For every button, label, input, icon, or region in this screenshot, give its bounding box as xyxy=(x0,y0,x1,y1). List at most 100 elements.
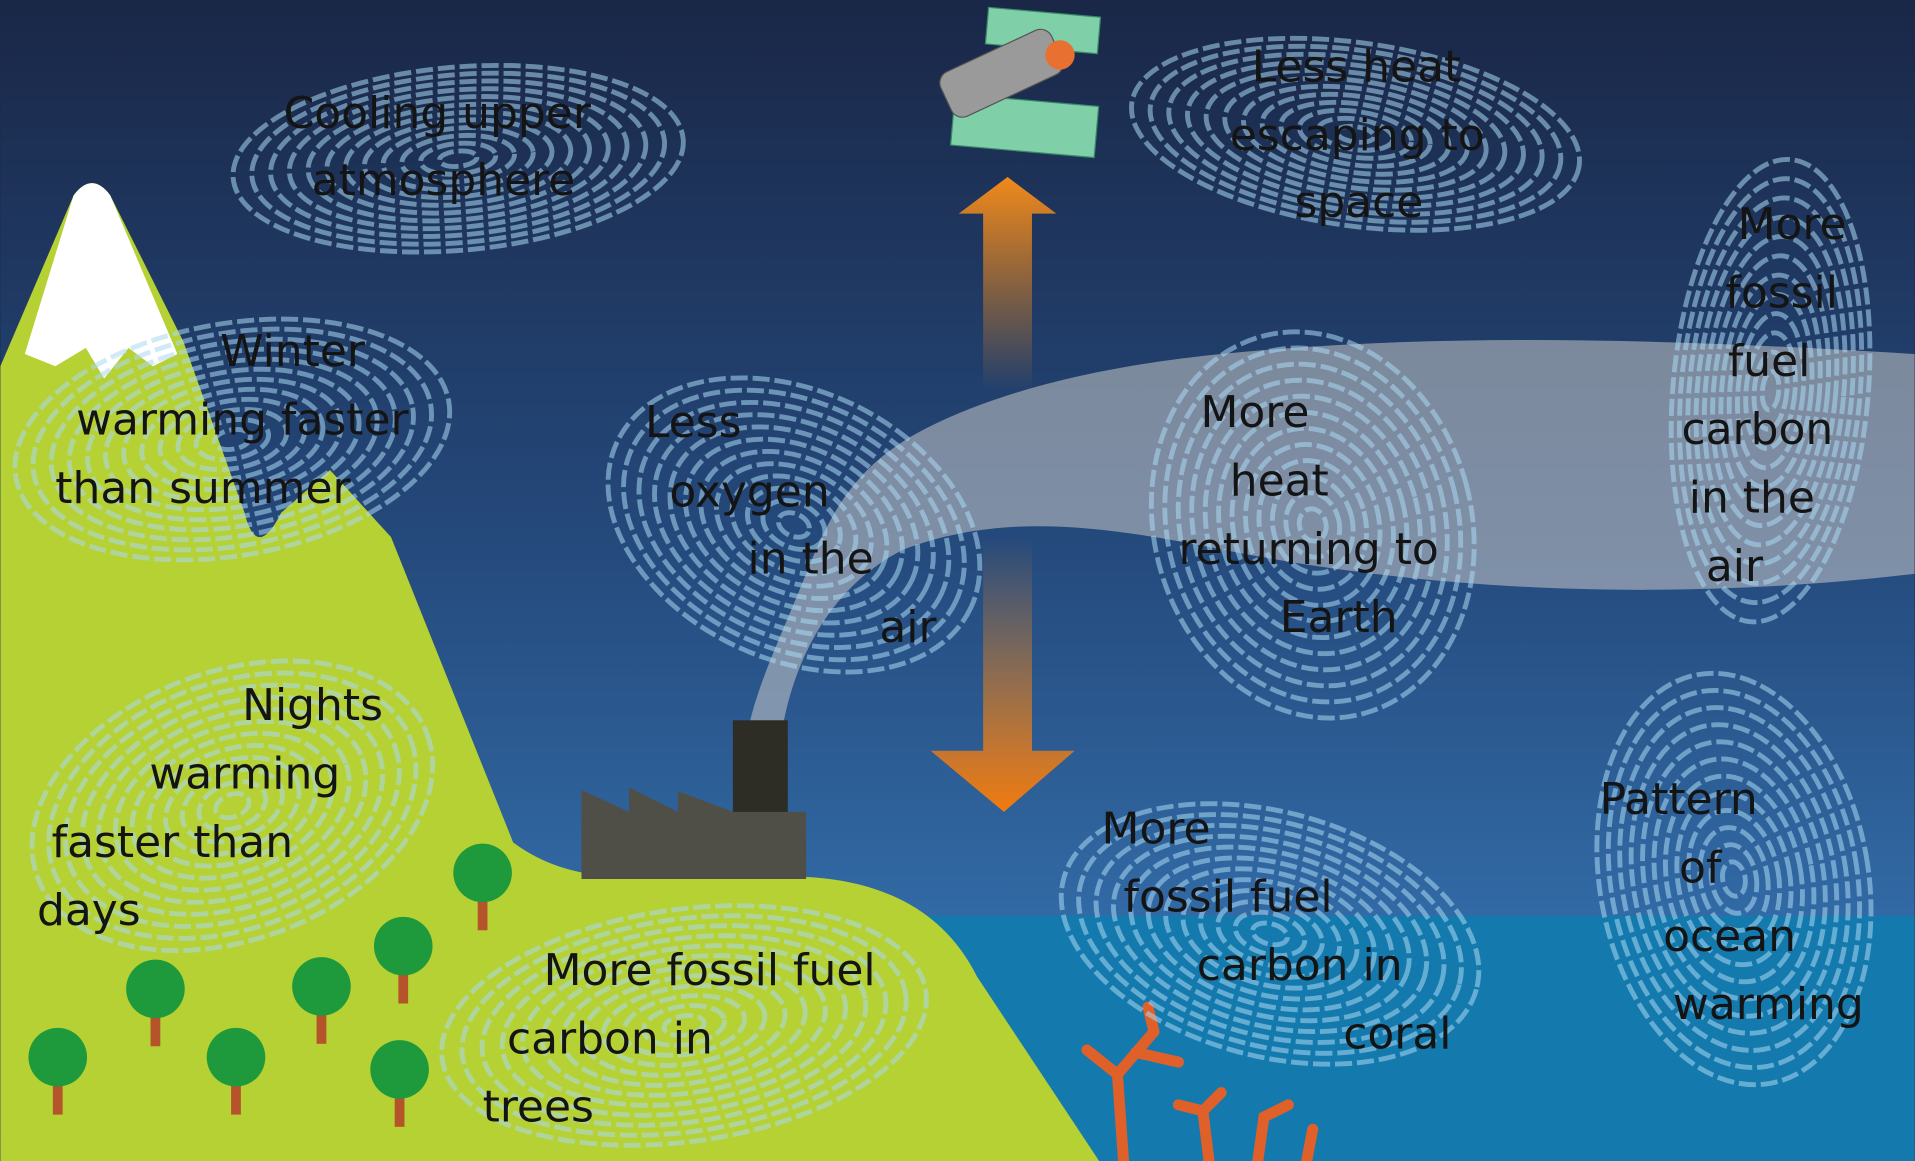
fingerprint-ridge xyxy=(1594,670,1874,1088)
fingerprint-ridge xyxy=(84,356,380,523)
fingerprint-ridge xyxy=(1668,156,1873,625)
fingerprint xyxy=(1668,156,1873,625)
labels: Cooling upper atmosphere Less heat escaping… xyxy=(37,42,1864,1133)
label: Winter warming faster than summer xyxy=(55,326,409,514)
label-line: atmosphere xyxy=(312,155,576,206)
fingerprint-ridge xyxy=(48,336,416,543)
label-line: coral xyxy=(1343,1008,1451,1059)
fingerprint-ridge xyxy=(580,973,788,1078)
fingerprint-ridge xyxy=(268,78,649,239)
fingerprint-ridge xyxy=(1677,176,1865,606)
fingerprint-ridge xyxy=(1250,920,1290,948)
fingerprint-ridge xyxy=(621,387,967,663)
fingerprint-ridge xyxy=(1720,859,1748,899)
fingerprint-ridge xyxy=(139,386,326,493)
tree-crown xyxy=(206,1027,266,1087)
fingerprint-ridge xyxy=(605,375,983,675)
fingerprint-ridge xyxy=(1269,474,1356,576)
fingerprint-ridge xyxy=(96,706,369,905)
fingerprint-ridge xyxy=(193,416,271,463)
fingerprint-ridge xyxy=(1185,59,1526,209)
tree-crown xyxy=(453,843,512,903)
fingerprint-ridge xyxy=(1685,807,1783,951)
fingerprint xyxy=(1594,670,1874,1088)
fingerprint-ridge xyxy=(324,101,592,216)
coral xyxy=(1081,1001,1319,1161)
fingerprint-ridge xyxy=(436,148,480,169)
label-line: returning to xyxy=(1178,524,1438,575)
fingerprint-ridge xyxy=(1617,705,1851,1053)
fingerprint-ridge xyxy=(163,755,302,857)
tree-crown xyxy=(126,959,185,1019)
fingerprint-ridge xyxy=(1735,311,1807,471)
label: More fossil fuel carbon in trees xyxy=(483,945,876,1133)
fingerprint-ridge xyxy=(540,953,828,1098)
fingerprint-ridge xyxy=(1202,393,1423,657)
fingerprint-ridge xyxy=(380,125,536,193)
fingerprint-ridge xyxy=(399,132,517,185)
label-line: Cooling upper xyxy=(284,88,592,139)
smoke-band xyxy=(747,339,1915,733)
fingerprint-ridge xyxy=(600,983,768,1068)
fingerprint xyxy=(1129,35,1582,233)
label-line: of xyxy=(1679,842,1723,893)
fingerprint xyxy=(439,903,929,1148)
label-line: in the xyxy=(748,534,874,585)
fingerprint-ridge xyxy=(1058,801,1482,1067)
fingerprint-ridge xyxy=(652,412,936,638)
fingerprint-ridge xyxy=(1718,272,1823,509)
fingerprint-ridge xyxy=(667,424,921,626)
tree-trunk xyxy=(150,1007,161,1047)
fingerprint-ridge xyxy=(1215,898,1325,969)
fingerprint-ridge xyxy=(29,658,436,953)
label-line: escaping to xyxy=(1230,110,1485,161)
fingerprint-ridge xyxy=(714,461,874,589)
label-line: fuel xyxy=(1728,336,1811,387)
fingerprint-ridge xyxy=(1128,844,1412,1024)
label: Nights warming faster than days xyxy=(37,680,383,936)
label-line: Nights xyxy=(242,680,383,731)
fingerprint-ridge xyxy=(1685,195,1856,586)
fingerprint-ridge xyxy=(636,399,952,650)
label-line: warming xyxy=(149,748,340,799)
fingerprint-ridge xyxy=(459,913,909,1138)
fingerprint-ridge xyxy=(1093,822,1447,1045)
label-line: days xyxy=(37,885,141,936)
fingerprint-ridge xyxy=(1296,506,1329,544)
label: Less heat escaping to space xyxy=(1230,42,1485,229)
fingerprint-ridge xyxy=(1232,909,1308,959)
fingerprint-ridge xyxy=(103,366,362,513)
fingerprint-ridge xyxy=(12,316,453,563)
label-line: Pattern xyxy=(1600,774,1758,825)
tree-trunk xyxy=(398,964,409,1004)
fingerprint-ridge xyxy=(1697,825,1771,933)
fingerprint-ridge xyxy=(1759,368,1782,413)
fingerprint-ridge xyxy=(1229,425,1396,624)
fingerprints xyxy=(12,35,1874,1148)
snow-cap xyxy=(24,183,178,379)
fingerprint-ridge xyxy=(1111,833,1430,1035)
fingerprint xyxy=(1058,801,1482,1067)
fingerprint-ridge xyxy=(1283,490,1343,560)
fingerprint-ridge xyxy=(1166,51,1545,217)
fingerprint-ridge xyxy=(621,993,748,1058)
label-line: warming xyxy=(1673,979,1864,1030)
fingerprint-ridge xyxy=(1628,722,1840,1036)
fingerprint-ridge xyxy=(641,1003,727,1048)
label-line: fossil xyxy=(1725,267,1838,318)
fingerprint-ridge xyxy=(1726,291,1815,490)
fingerprint-ridge xyxy=(1076,812,1464,1056)
label-line: carbon xyxy=(1681,404,1833,455)
label-line: Less heat xyxy=(1252,42,1462,93)
tree-crown xyxy=(373,916,433,976)
fingerprint-ridge xyxy=(1147,43,1564,225)
fingerprint-ridge xyxy=(129,730,335,881)
fingerprint-ridge xyxy=(661,1013,707,1038)
fingerprint-ridge xyxy=(146,742,319,869)
label-line: than summer xyxy=(55,463,351,514)
label: More fossil fuel carbon in coral xyxy=(1102,803,1452,1059)
label-line: Winter xyxy=(220,326,366,377)
